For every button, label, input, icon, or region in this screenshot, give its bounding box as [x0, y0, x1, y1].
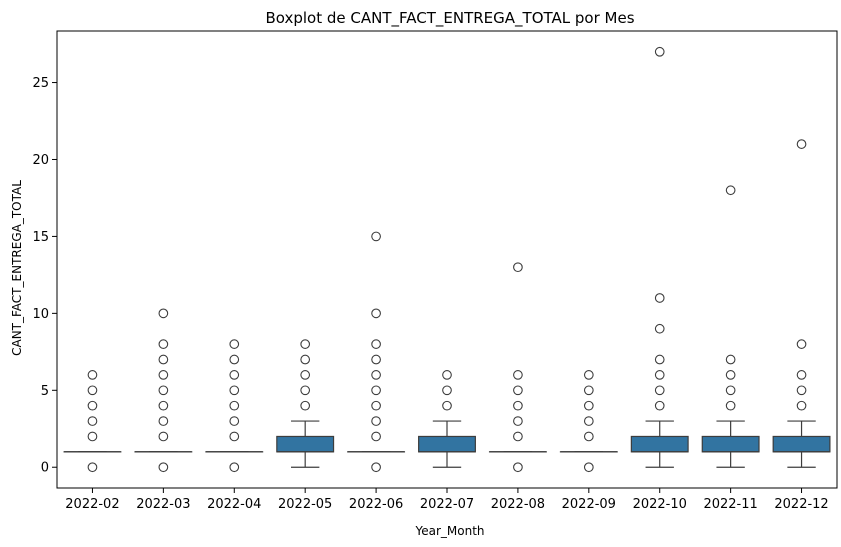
- outlier-point: [654, 400, 665, 411]
- outlier-point: [654, 370, 665, 380]
- outlier-point: [513, 370, 523, 380]
- outlier-point: [158, 339, 169, 349]
- x-tick-label: 2022-08: [491, 497, 545, 512]
- x-tick-label: 2022-05: [278, 497, 332, 512]
- outlier-point: [654, 293, 665, 303]
- outlier-point: [87, 400, 98, 411]
- outlier-point: [158, 462, 169, 473]
- outlier-point: [158, 354, 169, 365]
- outlier-point: [371, 354, 381, 365]
- outlier-point: [796, 370, 807, 380]
- outlier-point: [371, 462, 381, 473]
- outlier-point: [442, 400, 452, 411]
- box: [701, 435, 760, 453]
- x-tick-label: 2022-07: [420, 497, 474, 512]
- outlier-point: [87, 370, 98, 380]
- outlier-point: [87, 431, 98, 442]
- outlier-point: [371, 308, 381, 319]
- outlier-point: [229, 385, 240, 396]
- chart-title: Boxplot de CANT_FACT_ENTREGA_TOTAL por M…: [265, 9, 634, 28]
- outlier-point: [371, 339, 381, 349]
- outlier-point: [654, 46, 665, 57]
- outlier-point: [796, 385, 807, 396]
- y-axis-label: CANT_FACT_ENTREGA_TOTAL: [10, 180, 24, 356]
- outlier-point: [158, 308, 169, 319]
- x-tick-label: 2022-04: [207, 497, 261, 512]
- y-tick-label: 10: [32, 307, 49, 322]
- outlier-point: [725, 385, 736, 396]
- outlier-point: [158, 400, 169, 411]
- x-axis-label: Year_Month: [414, 524, 484, 538]
- outlier-point: [654, 323, 665, 334]
- outlier-point: [229, 370, 240, 380]
- outlier-point: [371, 416, 381, 426]
- y-tick-label: 25: [32, 76, 49, 91]
- x-tick-label: 2022-10: [633, 497, 687, 512]
- outlier-point: [725, 370, 736, 380]
- outlier-point: [513, 431, 523, 442]
- outlier-point: [158, 385, 169, 396]
- outlier-point: [87, 416, 98, 426]
- plot-frame: [56, 30, 838, 489]
- outlier-point: [583, 385, 594, 396]
- box: [772, 435, 831, 453]
- outlier-point: [513, 262, 523, 273]
- outlier-point: [229, 431, 240, 442]
- outlier-point: [300, 370, 311, 380]
- outlier-point: [583, 400, 594, 411]
- outlier-point: [300, 339, 311, 349]
- outlier-point: [442, 370, 452, 380]
- box: [276, 435, 335, 453]
- outlier-point: [371, 385, 381, 396]
- outlier-point: [513, 462, 523, 473]
- outlier-point: [513, 416, 523, 426]
- outlier-point: [442, 385, 452, 396]
- outlier-point: [725, 400, 736, 411]
- outlier-point: [371, 370, 381, 380]
- x-tick-label: 2022-12: [774, 497, 828, 512]
- outlier-point: [158, 416, 169, 426]
- outlier-point: [229, 339, 240, 349]
- outlier-point: [371, 400, 381, 411]
- outlier-point: [300, 400, 311, 411]
- y-tick-label: 0: [41, 461, 49, 476]
- outlier-point: [583, 431, 594, 442]
- x-tick-label: 2022-11: [703, 497, 757, 512]
- box: [418, 435, 476, 453]
- outlier-point: [654, 385, 665, 396]
- outlier-point: [371, 231, 381, 242]
- x-tick-label: 2022-02: [65, 497, 119, 512]
- x-tick-label: 2022-09: [562, 497, 616, 512]
- outlier-point: [300, 385, 311, 396]
- outlier-point: [87, 462, 98, 473]
- outlier-point: [371, 431, 381, 442]
- outlier-point: [583, 416, 594, 426]
- outlier-point: [87, 385, 98, 396]
- box: [630, 435, 689, 453]
- outlier-point: [300, 354, 311, 365]
- outlier-point: [796, 339, 807, 349]
- outlier-point: [725, 354, 736, 365]
- outlier-point: [229, 462, 240, 473]
- outlier-point: [654, 354, 665, 365]
- x-tick-label: 2022-03: [136, 497, 190, 512]
- x-tick-label: 2022-06: [349, 497, 403, 512]
- outlier-point: [513, 400, 523, 411]
- outlier-point: [796, 400, 807, 411]
- outlier-point: [513, 385, 523, 396]
- outlier-point: [158, 370, 169, 380]
- outlier-point: [583, 370, 594, 380]
- y-tick-label: 20: [32, 153, 49, 168]
- outlier-point: [158, 431, 169, 442]
- outlier-point: [725, 185, 736, 196]
- outlier-point: [229, 416, 240, 426]
- outlier-point: [229, 354, 240, 365]
- outlier-point: [229, 400, 240, 411]
- outlier-point: [796, 139, 807, 149]
- y-tick-label: 15: [32, 230, 49, 245]
- outlier-point: [583, 462, 594, 473]
- y-tick-label: 5: [41, 384, 49, 399]
